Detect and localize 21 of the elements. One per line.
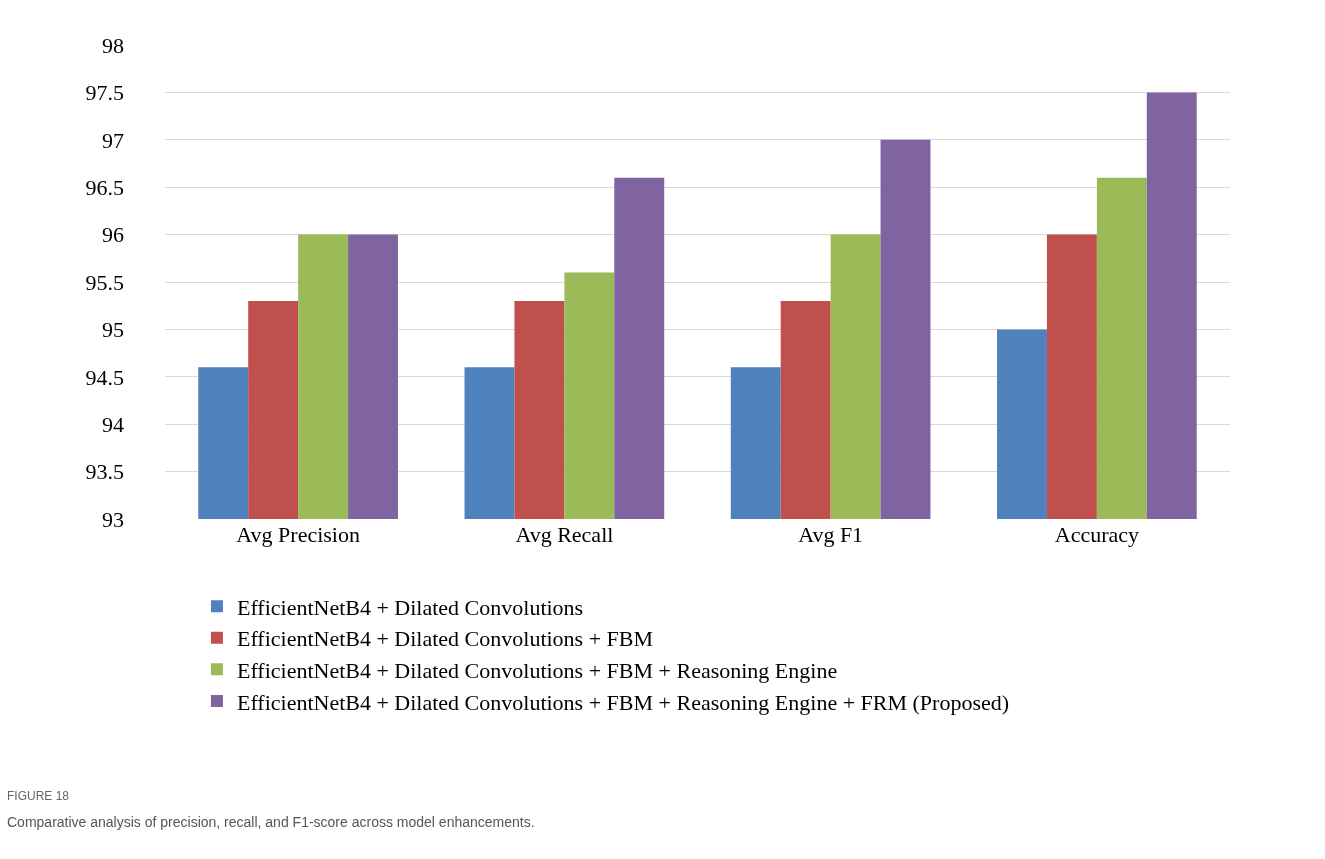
y-tick-label: 96.5 <box>85 174 124 200</box>
y-tick-label: 94.5 <box>85 364 124 390</box>
y-tick-label: 98 <box>102 32 124 58</box>
y-tick-label: 97.5 <box>85 80 124 106</box>
y-tick-label: 94 <box>102 411 124 437</box>
text: Comparative analysis of precision, recall, and F1-score across model enhancements. <box>7 814 535 830</box>
legend-label: EfficientNetB4 + Dilated Convolutions + FBM + Reasoning Engine + FRM (Proposed) <box>236 689 1010 715</box>
y-tick-label: 93 <box>102 506 124 532</box>
legend-label: EfficientNetB4 + Dilated Convolutions + FBM + Reasoning Engine <box>236 657 838 683</box>
y-tick-label: 97 <box>102 127 124 153</box>
caption: FIGURE 18 <box>7 789 70 803</box>
x-tick-label: Accuracy <box>1054 522 1140 547</box>
x-tick-label: Avg Recall <box>515 522 614 547</box>
y-tick-label: 96 <box>102 222 124 248</box>
legend-label: EfficientNetB4 + Dilated Convolutions + FBM <box>236 626 654 652</box>
legend-label: EfficientNetB4 + Dilated Convolutions <box>236 594 584 620</box>
y-tick-label: 95.5 <box>85 269 124 295</box>
x-tick-label: Avg Precision <box>236 522 360 547</box>
y-tick-label: 93.5 <box>85 459 124 485</box>
y-tick-label: 95 <box>102 317 124 343</box>
x-tick-label: Avg F1 <box>798 522 864 547</box>
